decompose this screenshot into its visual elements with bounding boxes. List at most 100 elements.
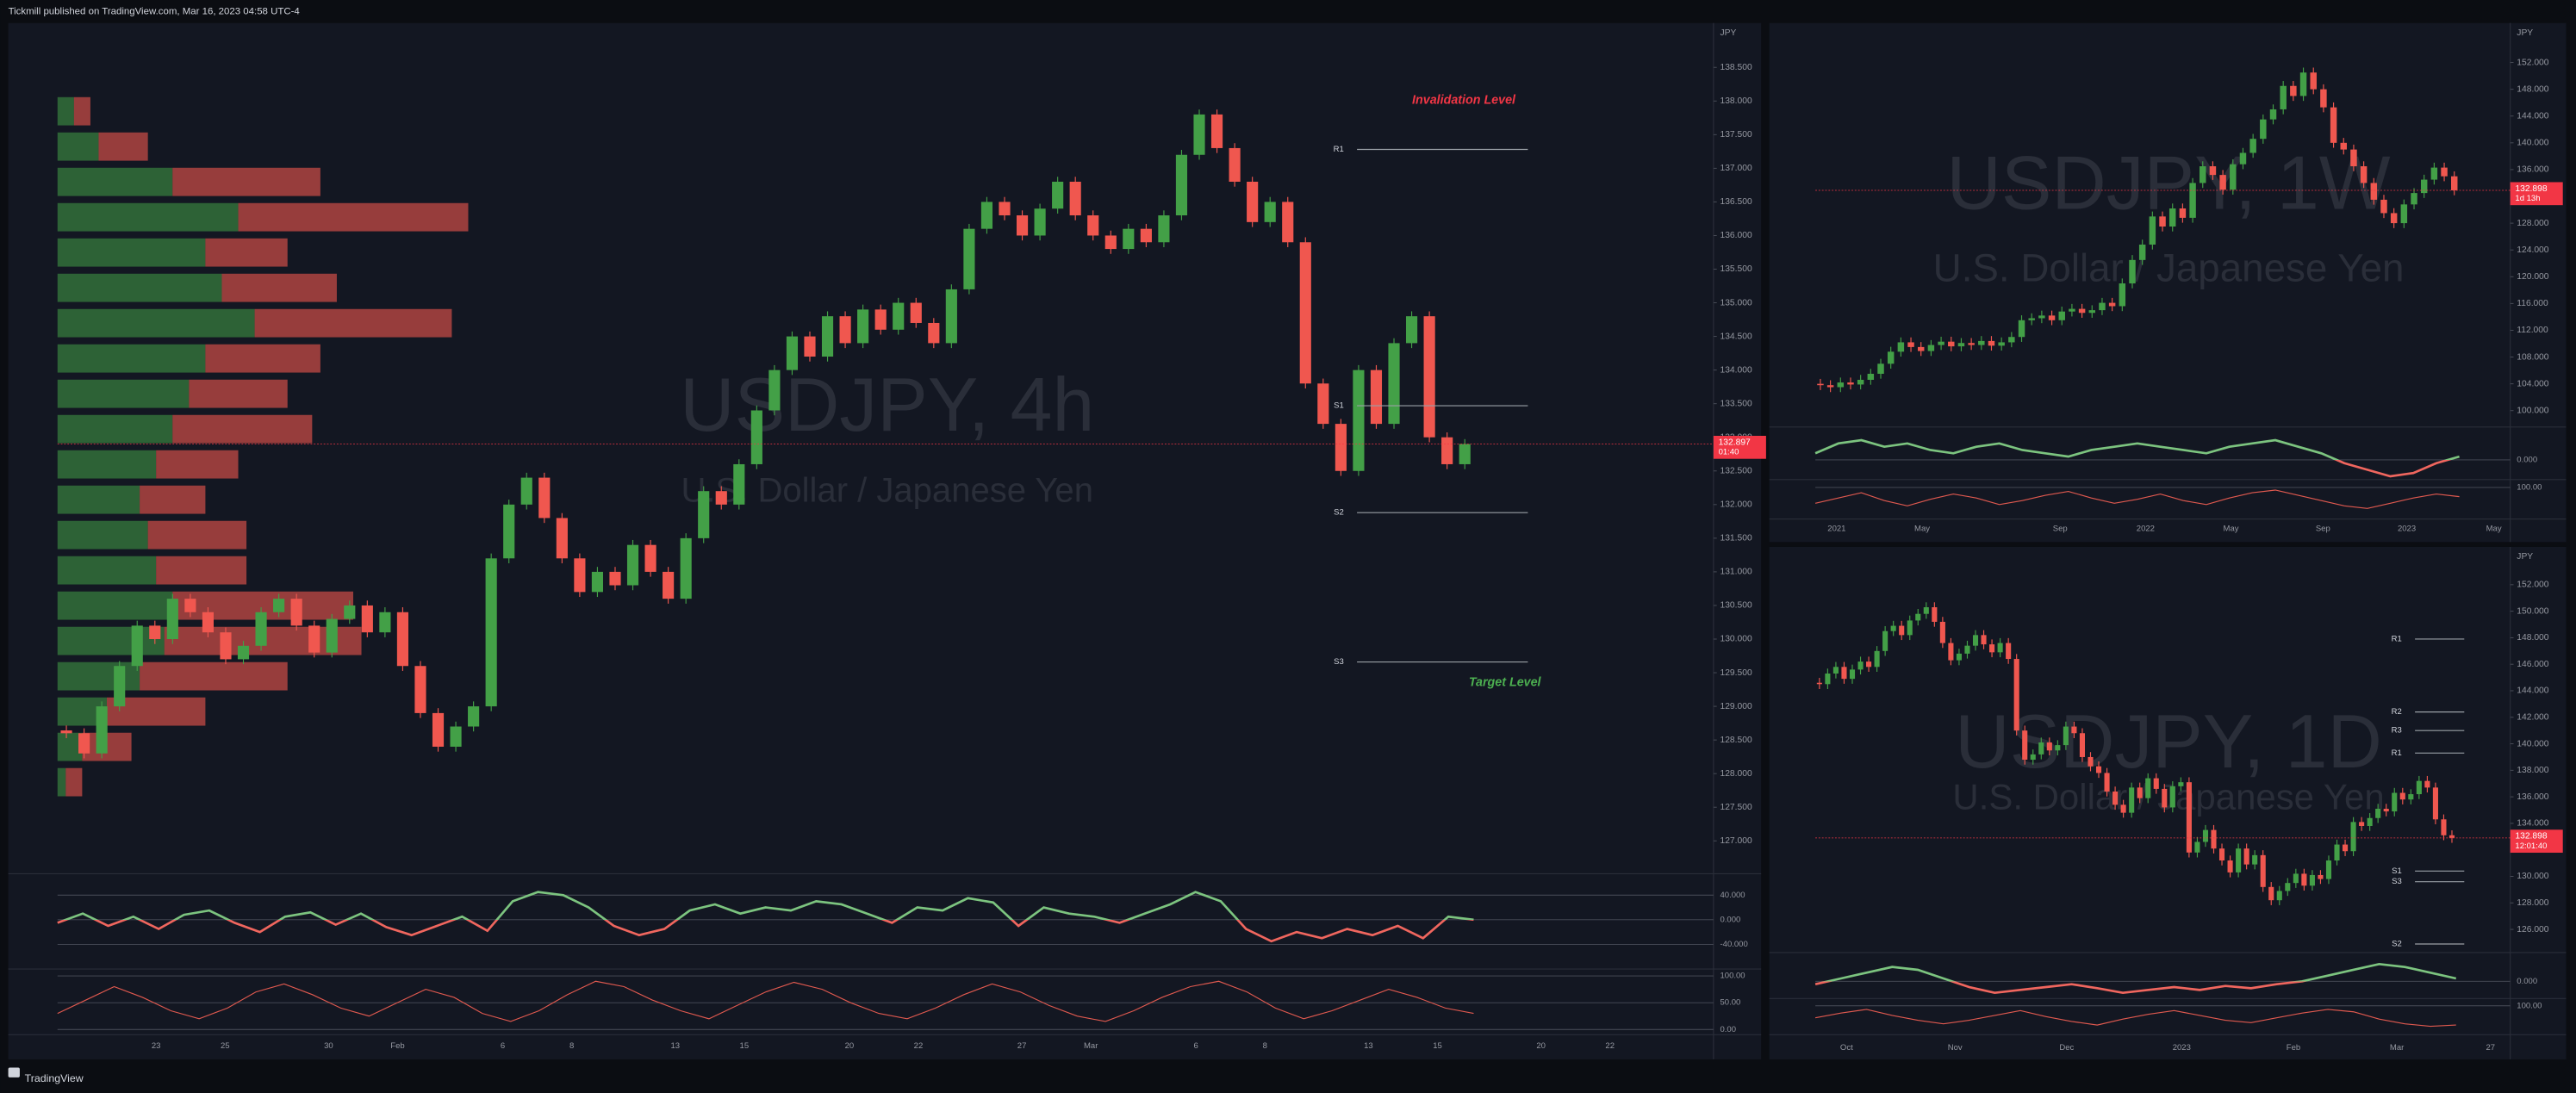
candle-body: [945, 289, 957, 344]
candle-body: [468, 706, 480, 727]
candle-body: [698, 491, 710, 538]
profile-sell: [189, 379, 288, 408]
x-tick-label: Oct: [1840, 1043, 1853, 1053]
candle-body: [1948, 643, 1954, 661]
candle-body: [1370, 370, 1383, 425]
candle-body: [1423, 316, 1435, 438]
y-tick-label: 148.000: [2517, 633, 2548, 643]
x-tick-label: Sep: [2053, 525, 2068, 534]
candle-body: [1837, 382, 1845, 388]
profile-buy: [57, 167, 173, 196]
candle-body: [1210, 114, 1223, 148]
logo: [8, 1067, 20, 1077]
candle-body: [928, 322, 940, 344]
candle-body: [1816, 682, 1822, 685]
candle-body: [2138, 244, 2146, 260]
y-tick-label: 138.000: [1720, 96, 1752, 106]
profile-sell: [156, 450, 239, 479]
candle-body: [237, 645, 250, 660]
y-tick-label: 140.000: [2517, 139, 2548, 148]
candle-body: [1923, 607, 1929, 614]
last-price-box: [2510, 829, 2563, 854]
candle-body: [2432, 787, 2438, 820]
candle-body: [166, 599, 178, 639]
candle-body: [980, 202, 993, 229]
candle-body: [857, 309, 869, 344]
profile-buy: [57, 202, 239, 232]
candle-body: [750, 410, 762, 464]
y-tick-label: 127.500: [1720, 803, 1752, 812]
profile-buy: [57, 520, 148, 550]
candle-body: [1335, 424, 1347, 471]
y-tick-label: 134.500: [1720, 332, 1752, 341]
candle-body: [821, 316, 834, 357]
candle-body: [1087, 215, 1099, 236]
candle-body: [2078, 308, 2086, 314]
y-tick-label: 124.000: [2517, 245, 2548, 255]
profile-buy: [57, 661, 140, 691]
candle-body: [2104, 773, 2110, 792]
profile-sell: [205, 344, 320, 373]
candle-body: [2299, 72, 2307, 96]
candle-body: [131, 625, 143, 667]
osc-tick-label: 100.00: [1720, 972, 1745, 981]
x-tick-label: 22: [1605, 1041, 1615, 1051]
candle-body: [1841, 667, 1847, 680]
candle-body: [2269, 109, 2277, 120]
profile-sell: [147, 520, 247, 550]
candle-body: [1890, 625, 1896, 631]
osc-tick-label: 100.00: [2517, 482, 2542, 492]
y-tick-label: 150.000: [2517, 606, 2548, 616]
candle-body: [1247, 181, 1259, 222]
profile-buy: [57, 732, 83, 761]
candle-body: [2129, 787, 2135, 813]
candle-body: [2309, 874, 2315, 886]
candle-body: [1897, 342, 1905, 352]
candle-body: [804, 336, 816, 357]
candle-body: [2218, 848, 2225, 861]
y-tick-label: 136.000: [2517, 165, 2548, 175]
osc-tick-label: 100.00: [2517, 1001, 2542, 1010]
candle-body: [680, 537, 692, 599]
candle-body: [893, 302, 905, 330]
candle-body: [1957, 343, 1965, 347]
x-tick-label: 8: [569, 1041, 574, 1051]
candle-body: [874, 309, 887, 330]
profile-sell: [98, 132, 148, 161]
candle-body: [2293, 873, 2299, 884]
annotation: Target Level: [1469, 676, 1542, 690]
candle-body: [1069, 181, 1081, 216]
publish-header: Tickmill published on TradingView.com, M…: [9, 6, 301, 16]
stoch-line: [1814, 489, 2460, 509]
x-tick-label: 8: [1263, 1041, 1267, 1051]
candle-body: [574, 558, 586, 593]
candle-body: [96, 706, 108, 754]
candle-body: [2079, 733, 2086, 757]
candle-body: [2048, 315, 2056, 320]
x-tick-label: 2023: [2173, 1043, 2191, 1053]
profile-sell: [221, 273, 337, 302]
candle-body: [538, 477, 551, 519]
candle-body: [2285, 883, 2291, 891]
pivot-label: S2: [2392, 940, 2402, 949]
y-tick-label: 152.000: [2517, 58, 2548, 67]
y-tick-label: 152.000: [2517, 581, 2548, 590]
profile-buy: [57, 485, 140, 514]
candle-body: [556, 518, 568, 559]
candle-body: [2430, 167, 2438, 180]
candle-body: [1989, 644, 1995, 653]
candle-body: [2318, 874, 2324, 879]
candle-body: [1915, 613, 1921, 621]
candle-body: [1264, 202, 1276, 222]
x-tick-label: Mar: [1084, 1041, 1098, 1051]
y-tick-label: 134.000: [2517, 819, 2548, 829]
x-tick-label: 27: [1017, 1041, 1027, 1051]
candle-body: [1887, 351, 1895, 364]
x-tick-label: 25: [221, 1041, 230, 1051]
candle-body: [1997, 643, 2003, 653]
countdown: 01:40: [1719, 448, 1739, 457]
profile-buy: [57, 273, 222, 302]
currency-label: JPY: [2517, 28, 2533, 38]
candle-body: [2162, 788, 2168, 808]
